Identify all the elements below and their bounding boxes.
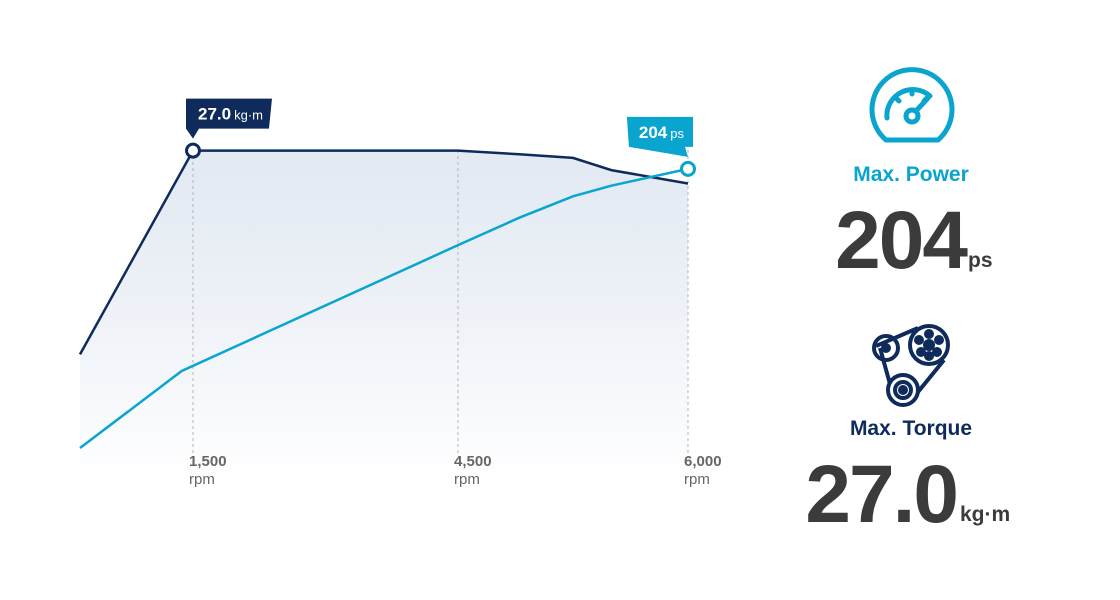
x-unit-label: rpm bbox=[684, 471, 710, 488]
peak-callout: 204 ps bbox=[626, 116, 693, 157]
power-unit: ps bbox=[968, 249, 993, 272]
torque-unit: kg·m bbox=[960, 503, 1010, 526]
callout-box bbox=[626, 116, 693, 157]
torque-value: 27.0 bbox=[805, 449, 957, 540]
peak-marker bbox=[680, 160, 696, 177]
callout-text: 27.0 kg·m bbox=[198, 105, 263, 124]
x-tick-label: 4,500 bbox=[454, 453, 492, 470]
callout-value: 27.0 bbox=[198, 105, 231, 124]
peak-marker bbox=[185, 142, 201, 159]
torque-title: Max. Torque bbox=[850, 417, 972, 440]
speedometer-icon bbox=[869, 67, 955, 143]
peak-callout: 27.0 kg·m bbox=[186, 98, 272, 139]
power-title: Max. Power bbox=[853, 163, 969, 186]
torque-area bbox=[80, 150, 688, 480]
callout-box bbox=[186, 98, 272, 139]
x-tick-label: 1,500 bbox=[189, 453, 227, 470]
x-unit-label: rpm bbox=[189, 471, 215, 488]
callout-text: 204 ps bbox=[639, 123, 685, 142]
x-unit-label: rpm bbox=[454, 471, 480, 488]
x-tick-label: 6,000 bbox=[684, 453, 722, 470]
callout-unit: ps bbox=[670, 126, 684, 141]
line bbox=[79, 167, 689, 449]
callout-value: 204 bbox=[639, 123, 668, 142]
pulley-icon bbox=[872, 324, 950, 407]
callout-unit: kg·m bbox=[234, 108, 263, 123]
power-value: 204 bbox=[835, 195, 968, 286]
